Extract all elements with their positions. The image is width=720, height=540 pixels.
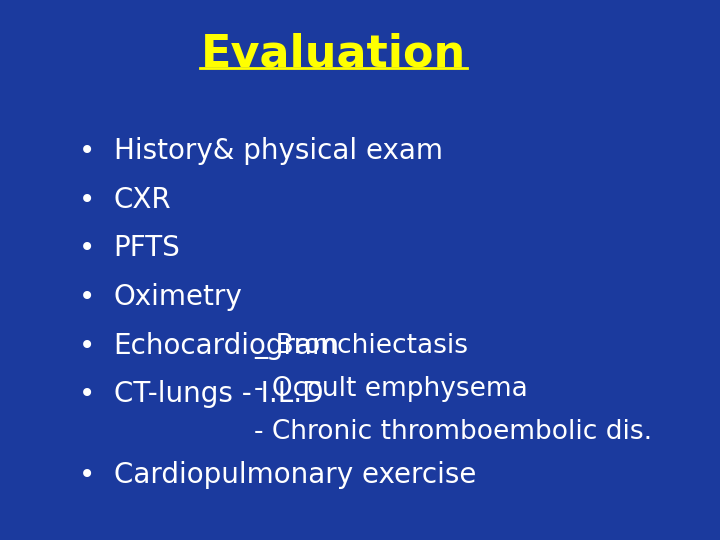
Text: Evaluation: Evaluation <box>202 32 467 76</box>
Text: •: • <box>78 380 95 408</box>
Text: CXR: CXR <box>114 186 171 214</box>
Text: •: • <box>78 234 95 262</box>
Text: •: • <box>78 461 95 489</box>
Text: PFTS: PFTS <box>114 234 180 262</box>
Text: Echocardiogram: Echocardiogram <box>114 332 340 360</box>
Text: •: • <box>78 283 95 311</box>
Text: - Chronic thromboembolic dis.: - Chronic thromboembolic dis. <box>253 419 652 445</box>
Text: Oximetry: Oximetry <box>114 283 243 311</box>
Text: •: • <box>78 137 95 165</box>
Text: History& physical exam: History& physical exam <box>114 137 443 165</box>
Text: •: • <box>78 186 95 214</box>
Text: Cardiopulmonary exercise: Cardiopulmonary exercise <box>114 461 476 489</box>
Text: _ Bronchiectasis: _ Bronchiectasis <box>253 333 468 359</box>
Text: - Occult emphysema: - Occult emphysema <box>253 376 528 402</box>
Text: •: • <box>78 332 95 360</box>
Text: CT-lungs - I.L.D: CT-lungs - I.L.D <box>114 380 323 408</box>
